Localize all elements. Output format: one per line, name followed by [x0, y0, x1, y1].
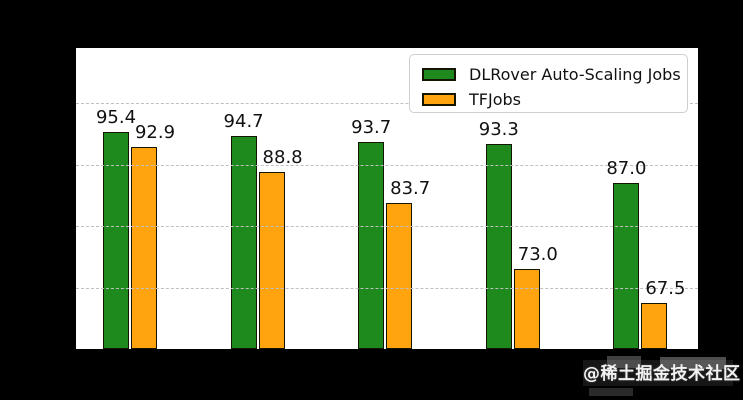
gridline-100 — [76, 103, 698, 105]
legend-label-tfjobs: TFJobs — [469, 90, 521, 109]
watermark: @稀土掘金技术社区 — [583, 364, 741, 384]
plot-area: DLRover Auto-Scaling Jobs TFJobs 95.4 94.… — [74, 48, 701, 353]
legend-item-dlrover: DLRover Auto-Scaling Jobs — [422, 62, 681, 87]
bar-dlrover-group-4 — [485, 144, 512, 349]
gridline-90 — [76, 164, 698, 166]
value-label-dlrover-group-4: 93.3 — [478, 119, 519, 141]
bar-tfjobs-group-3 — [386, 203, 413, 349]
value-label-dlrover-group-2: 94.7 — [223, 110, 264, 132]
bar-tfjobs-group-5 — [641, 302, 668, 349]
legend-label-dlrover: DLRover Auto-Scaling Jobs — [469, 65, 681, 84]
gridline-70 — [76, 287, 698, 289]
bar-dlrover-group-3 — [358, 142, 385, 349]
bar-tfjobs-group-2 — [258, 172, 285, 349]
legend-swatch-green — [422, 68, 456, 81]
value-label-tfjobs-group-3: 83.7 — [390, 178, 431, 200]
value-label-tfjobs-group-2: 88.8 — [262, 147, 303, 169]
legend-swatch-orange — [422, 93, 456, 106]
bar-dlrover-group-5 — [613, 183, 640, 349]
value-label-dlrover-group-1: 95.4 — [95, 106, 137, 128]
value-label-dlrover-group-3: 93.7 — [351, 117, 392, 138]
jpeg-artifact-block — [660, 357, 726, 369]
legend-item-tfjobs: TFJobs — [422, 87, 677, 112]
value-label-tfjobs-group-5: 67.5 — [645, 277, 686, 299]
gridline-80 — [76, 226, 698, 228]
bar-tfjobs-group-1 — [131, 146, 157, 349]
value-label-tfjobs-group-4: 73.0 — [517, 244, 558, 266]
bar-dlrover-group-1 — [103, 131, 129, 349]
value-label-dlrover-group-5: 87.0 — [606, 158, 647, 180]
legend: DLRover Auto-Scaling Jobs TFJobs — [409, 54, 688, 113]
bar-dlrover-group-2 — [230, 135, 257, 349]
bar-tfjobs-group-4 — [513, 269, 540, 349]
jpeg-artifact-block — [589, 388, 633, 396]
jpeg-artifact-block — [583, 360, 733, 386]
jpeg-artifact-block — [607, 356, 641, 368]
value-label-tfjobs-group-1: 92.9 — [134, 121, 176, 143]
